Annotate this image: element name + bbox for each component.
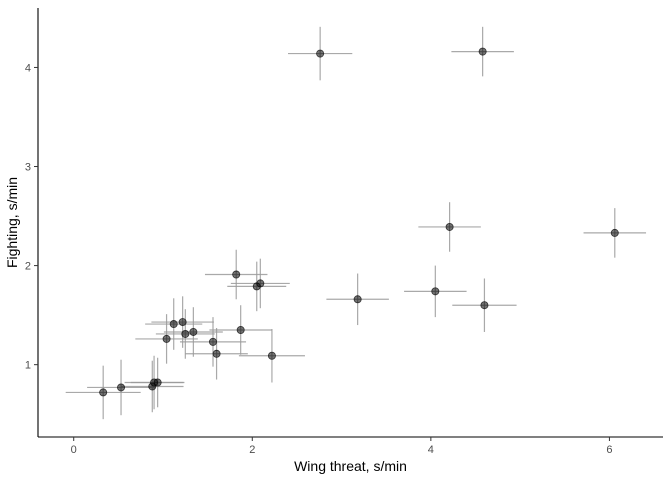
x-tick-label: 6 [606, 444, 612, 456]
data-point [610, 228, 619, 237]
data-point [169, 320, 178, 329]
data-point [232, 270, 241, 279]
data-point [181, 329, 190, 338]
x-axis-ticks: 0 2 4 6 [71, 437, 612, 456]
error-bars [65, 26, 647, 420]
x-tick-label: 4 [428, 444, 434, 456]
data-point [236, 325, 245, 334]
data-point [178, 318, 187, 327]
data-point [212, 349, 221, 358]
y-tick-label: 4 [25, 62, 31, 74]
x-tick-label: 0 [71, 444, 77, 456]
y-tick-label: 1 [25, 360, 31, 372]
x-axis-title: Wing threat, s/min [294, 458, 407, 474]
y-tick-label: 3 [25, 162, 31, 174]
data-point [99, 388, 108, 397]
data-point [256, 279, 265, 288]
data-point [117, 383, 126, 392]
x-tick-label: 2 [249, 444, 255, 456]
data-point [153, 378, 162, 387]
y-axis-title: Fighting, s/min [4, 177, 20, 268]
data-point [431, 287, 440, 296]
data-points [99, 47, 619, 397]
data-point [267, 351, 276, 360]
data-point [480, 301, 489, 310]
data-point [316, 49, 325, 58]
data-point [353, 295, 362, 304]
data-point [478, 47, 487, 56]
data-point [162, 334, 171, 343]
data-point [208, 337, 217, 346]
data-point [189, 327, 198, 336]
y-tick-label: 2 [25, 261, 31, 273]
data-point [445, 222, 454, 231]
y-axis-ticks: 1 2 3 4 [25, 62, 38, 372]
